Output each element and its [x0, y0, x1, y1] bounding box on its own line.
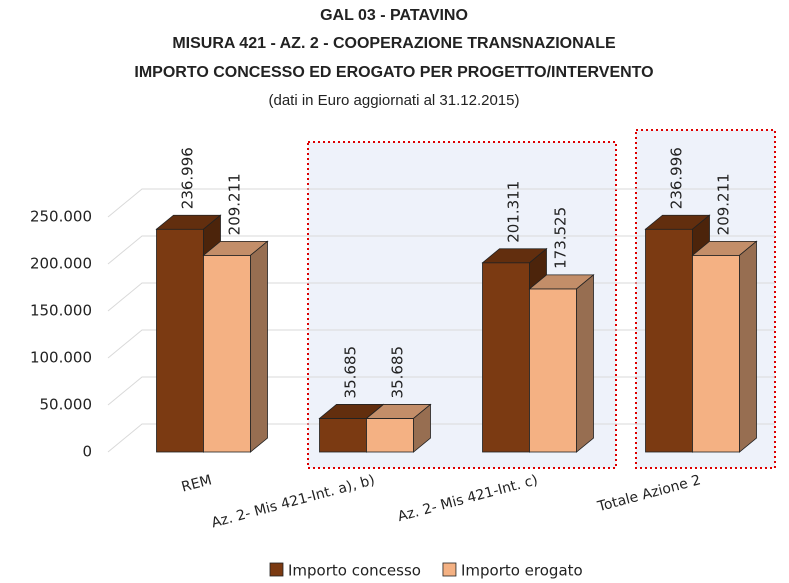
- grid-line: [107, 188, 775, 218]
- value-label: 173.525: [552, 207, 570, 269]
- value-label: 35.685: [342, 346, 360, 399]
- chart-subtitle: (dati in Euro aggiornati al 31.12.2015): [268, 92, 519, 109]
- bar: [529, 288, 577, 453]
- bar: [482, 262, 530, 453]
- y-tick-label: 200.000: [30, 255, 92, 273]
- value-label: 209.211: [715, 173, 733, 235]
- chart-title: GAL 03 - PATAVINO: [320, 7, 468, 24]
- bar-side: [739, 240, 757, 453]
- y-tick-label: 250.000: [30, 208, 92, 226]
- y-tick-label: 100.000: [30, 349, 92, 367]
- legend-label: Importo concesso: [288, 562, 421, 580]
- bar: [366, 418, 414, 453]
- bar: [319, 418, 367, 453]
- legend-label: Importo erogato: [461, 562, 583, 580]
- chart-title: IMPORTO CONCESSO ED EROGATO PER PROGETTO…: [134, 64, 653, 81]
- value-label: 236.996: [179, 147, 197, 209]
- x-tick-label: REM: [180, 472, 214, 495]
- x-tick-label: Az. 2- Mis 421-Int. c): [396, 472, 540, 525]
- x-tick-label: Totale Azione 2: [595, 472, 702, 515]
- value-label: 201.311: [505, 181, 523, 243]
- bar-side: [413, 403, 431, 453]
- y-tick-label: 150.000: [30, 302, 92, 320]
- legend-swatch: [269, 562, 284, 577]
- bar-side: [576, 274, 594, 453]
- grid-line: [107, 235, 775, 265]
- value-label: 209.211: [226, 173, 244, 235]
- bar-side: [250, 240, 268, 453]
- value-label: 35.685: [389, 346, 407, 399]
- bar: [156, 228, 204, 453]
- bar: [645, 228, 693, 453]
- legend-swatch: [442, 562, 457, 577]
- y-tick-label: 50.000: [40, 396, 93, 414]
- value-label: 236.996: [668, 147, 686, 209]
- chart-title: MISURA 421 - AZ. 2 - COOPERAZIONE TRANSN…: [172, 35, 616, 52]
- x-tick-label: Az. 2- Mis 421-Int. a), b): [210, 472, 377, 531]
- y-tick-label: 0: [82, 443, 92, 461]
- bar: [692, 254, 740, 453]
- bar: [203, 254, 251, 453]
